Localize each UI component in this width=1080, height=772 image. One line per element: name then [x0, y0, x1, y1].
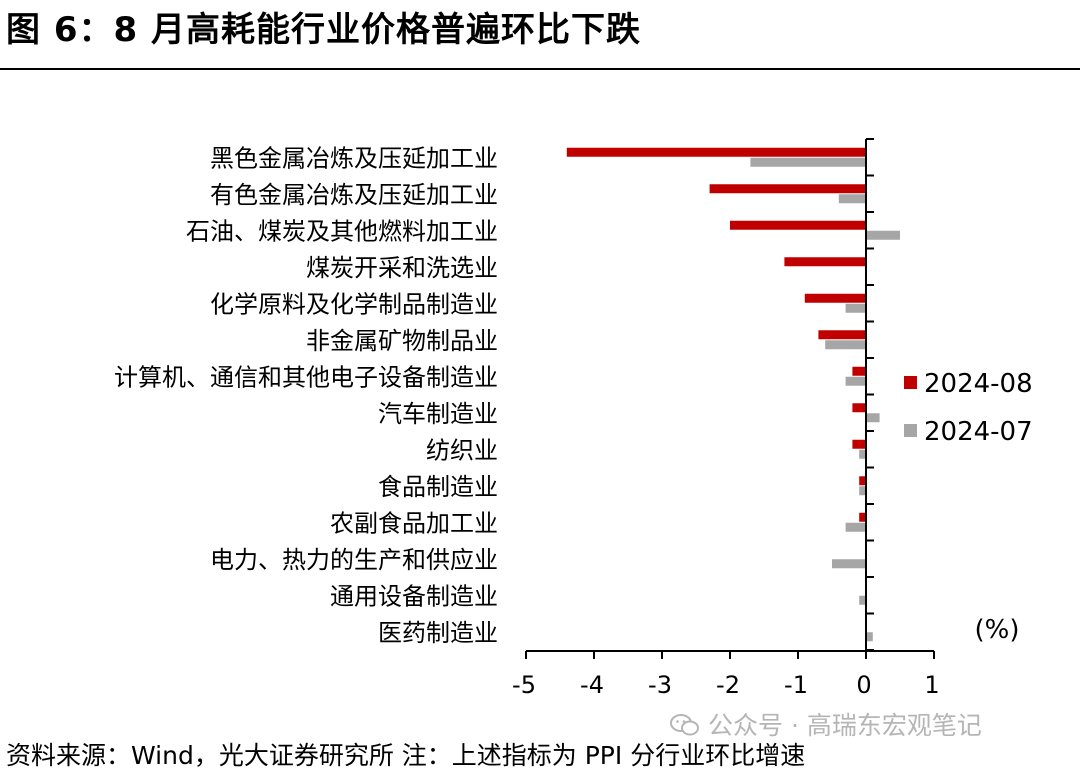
- bar-s1-5: [818, 330, 866, 340]
- title-divider: [0, 68, 1080, 70]
- x-tick-label: -3: [648, 671, 672, 699]
- bar-s1-2: [730, 220, 866, 230]
- bar-s1-7: [852, 403, 866, 413]
- bar-s1-6: [852, 366, 866, 376]
- unit-label: (%): [975, 615, 1020, 645]
- bar-s2-4: [845, 303, 866, 313]
- category-label: 石油、煤炭及其他燃料加工业: [186, 217, 498, 245]
- watermark: 公众号 · 高瑞东宏观笔记: [670, 706, 982, 742]
- x-tick-label: -2: [716, 671, 740, 699]
- legend-label-2: 2024-07: [924, 417, 1033, 447]
- legend-swatch-1: [904, 376, 917, 389]
- bar-s1-4: [804, 293, 866, 303]
- category-label: 非金属矿物制品业: [306, 327, 498, 355]
- x-tick-label: -1: [784, 671, 808, 699]
- bar-s1-8: [852, 439, 866, 449]
- x-tick-label: 1: [924, 671, 939, 699]
- x-tick-label: -5: [512, 671, 536, 699]
- category-label: 黑色金属冶炼及压延加工业: [210, 144, 498, 172]
- category-label: 汽车制造业: [378, 400, 498, 428]
- bar-s2-9: [859, 486, 866, 496]
- x-tick-label: -4: [580, 671, 604, 699]
- bar-s2-11: [832, 559, 866, 569]
- category-label: 化学原料及化学制品制造业: [210, 290, 498, 318]
- bar-s1-9: [859, 476, 866, 486]
- wechat-icon: [670, 714, 699, 736]
- category-label: 纺织业: [426, 436, 498, 464]
- bar-s1-0: [566, 147, 866, 157]
- category-label: 电力、热力的生产和供应业: [210, 546, 498, 574]
- bar-s2-12: [859, 595, 866, 605]
- bar-s1-1: [709, 184, 866, 194]
- bar-s1-10: [859, 512, 866, 522]
- bar-s1-3: [784, 257, 866, 267]
- category-label: 有色金属冶炼及压延加工业: [210, 181, 498, 209]
- bar-chart: -5 -4 -3 -2 -1 0 1 (%) 黑色金属冶炼及压延加工业有色金属冶炼及压延加工业…: [114, 138, 1033, 699]
- category-label: 通用设备制造业: [330, 582, 498, 610]
- bar-s2-5: [825, 340, 866, 350]
- page-title: 图 6：8 月高耗能行业价格普遍环比下跌: [6, 10, 641, 50]
- bar-s2-0: [750, 157, 866, 167]
- bar-s2-6: [845, 376, 866, 386]
- x-tick-label: 0: [856, 671, 871, 699]
- bar-s2-8: [859, 449, 866, 459]
- legend-label-1: 2024-08: [924, 369, 1033, 399]
- category-label: 食品制造业: [378, 473, 498, 501]
- bar-s2-7: [866, 413, 880, 423]
- category-label: 医药制造业: [378, 619, 498, 647]
- category-label: 农副食品加工业: [330, 509, 498, 537]
- bar-s2-13: [866, 632, 873, 642]
- bar-s2-2: [866, 230, 900, 240]
- legend-swatch-2: [904, 424, 917, 437]
- source-note: 资料来源：Wind，光大证券研究所 注：上述指标为 PPI 分行业环比增速: [6, 741, 806, 770]
- category-label: 煤炭开采和洗选业: [306, 254, 498, 282]
- bar-s2-1: [838, 194, 866, 204]
- watermark-text: 公众号 · 高瑞东宏观笔记: [708, 711, 982, 740]
- bar-s2-10: [845, 522, 866, 532]
- category-label: 计算机、通信和其他电子设备制造业: [114, 363, 498, 391]
